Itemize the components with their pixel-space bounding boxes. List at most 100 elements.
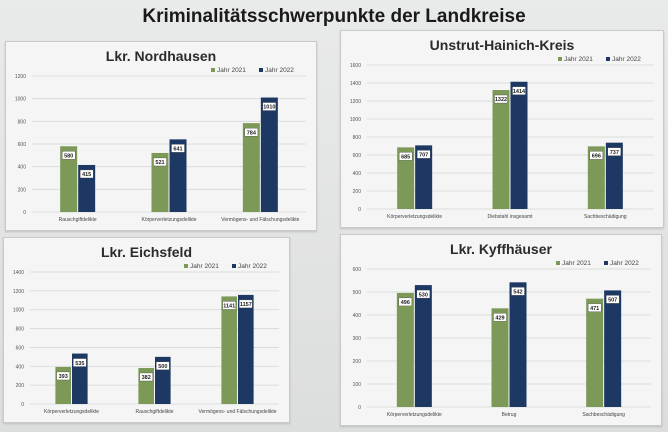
y-tick-label: 200 (18, 187, 27, 193)
y-tick-label: 100 (353, 382, 362, 388)
data-label-box (511, 287, 525, 296)
data-label-box (139, 372, 153, 382)
data-label: 641 (173, 147, 182, 153)
legend-swatch (556, 261, 560, 265)
data-label: 707 (419, 153, 428, 159)
y-tick-label: 400 (18, 165, 27, 171)
bar (414, 285, 432, 407)
data-label: 1157 (240, 302, 252, 308)
chart-title: Lkr. Kyffhäuser (450, 241, 552, 257)
category-label: Vermögens- und Fälschungsdelikte (221, 217, 299, 223)
data-label: 415 (82, 172, 91, 178)
category-label: Körperverletzungsdelikte (141, 217, 196, 223)
legend-swatch (606, 57, 610, 61)
y-tick-label: 0 (358, 207, 361, 213)
data-label-box (153, 157, 167, 167)
data-label: 1010 (263, 105, 275, 111)
y-tick-label: 0 (358, 405, 361, 411)
category-label: Körperverletzungsdelikte (387, 412, 442, 418)
legend-label: Jahr 2021 (190, 263, 219, 270)
data-label-box (417, 150, 431, 159)
data-label-box (62, 151, 76, 160)
data-label-box (262, 102, 276, 111)
y-tick-label: 800 (16, 327, 25, 333)
chart-svg: 0 200 400 600 800 1000 1200 Jahr 2021 Jahr 2022 5… (15, 67, 306, 223)
category-label: Sachbeschädigung (582, 412, 625, 418)
category-label: Sachbeschädigung (584, 214, 627, 220)
legend-swatch (558, 57, 562, 61)
bar (605, 142, 623, 209)
y-tick-label: 300 (353, 336, 362, 342)
data-label-box (80, 169, 94, 179)
data-label: 507 (608, 298, 617, 304)
legend-label: Jahr 2021 (217, 67, 246, 74)
legend-label: Jahr 2022 (612, 56, 641, 63)
legend-label: Jahr 2022 (610, 260, 639, 267)
bar (396, 292, 414, 407)
legend-label: Jahr 2022 (265, 67, 294, 74)
data-label-box (73, 358, 87, 367)
data-label: 1322 (495, 97, 507, 103)
legend-swatch (184, 264, 188, 268)
legend-label: Jahr 2022 (238, 263, 267, 270)
y-tick-label: 1400 (13, 270, 24, 276)
chart-title: Unstrut-Hainich-Kreis (429, 37, 575, 53)
legend-swatch (232, 264, 236, 268)
data-label-box (416, 289, 430, 299)
data-label: 737 (610, 150, 619, 156)
data-label: 521 (155, 160, 164, 166)
category-label: Betrug (502, 412, 517, 418)
data-label: 542 (513, 290, 522, 296)
category-label: Vermögens- und Fälschungsdelikte (198, 409, 276, 415)
category-label: Diebstahl insgesamt (487, 214, 533, 220)
bar (242, 123, 260, 212)
data-label: 580 (64, 153, 73, 159)
data-label: 685 (401, 155, 410, 161)
y-tick-label: 1000 (13, 308, 24, 314)
data-label: 500 (158, 364, 167, 370)
data-label: 784 (247, 130, 257, 136)
data-label-box (222, 301, 236, 310)
y-tick-label: 1000 (350, 117, 361, 123)
y-tick-label: 1200 (15, 74, 26, 80)
chart-kyffhaeuser: Lkr. Kyffhäuser 0 100 200 300 400 500 600 Jahr 2… (340, 234, 662, 426)
data-label-box (171, 144, 185, 153)
data-label: 382 (142, 375, 151, 381)
chart-eichsfeld: Lkr. Eichsfeld 0 200 400 600 800 1000 1200 1400 J… (3, 237, 290, 423)
y-tick-label: 1200 (350, 99, 361, 105)
data-label-box (494, 94, 508, 104)
category-label: Körperverletzungsdelikte (387, 214, 442, 220)
data-label-box (606, 295, 620, 304)
bar (415, 145, 433, 209)
data-label-box (512, 86, 526, 95)
y-tick-label: 1600 (350, 63, 361, 69)
y-tick-label: 1400 (350, 81, 361, 87)
data-label: 696 (592, 154, 601, 160)
data-label-box (493, 313, 507, 322)
bar (60, 146, 78, 212)
y-tick-label: 400 (16, 364, 25, 370)
y-tick-label: 1200 (13, 289, 24, 295)
slide-title: Kriminalitätsschwerpunkte der Landkreise (142, 6, 526, 27)
data-label: 530 (419, 292, 428, 298)
chart-unstrut-hainich: Unstrut-Hainich-Kreis 0 200 400 600 800 1000 12… (340, 30, 664, 228)
data-label-box (156, 361, 170, 371)
data-label: 393 (59, 374, 68, 380)
bar (586, 298, 604, 407)
legend-swatch (259, 68, 263, 72)
data-label-box (239, 299, 253, 309)
data-label-box (588, 303, 602, 312)
chart-svg: 0 200 400 600 800 1000 1200 1400 Jahr 2021 Jahr 2… (13, 263, 279, 415)
category-label: Rauschgiftdelikte (135, 409, 173, 415)
bar (169, 139, 187, 212)
data-label-box (398, 297, 412, 307)
chart-title: Lkr. Eichsfeld (100, 244, 193, 260)
bar (151, 152, 169, 212)
y-tick-label: 200 (16, 383, 25, 389)
y-tick-label: 800 (18, 119, 27, 125)
y-tick-label: 0 (23, 210, 26, 216)
data-label-box (589, 151, 603, 160)
chart-svg: 0 100 200 300 400 500 600 Jahr 2021 Jahr 2022 496… (353, 260, 651, 418)
y-tick-label: 600 (18, 142, 27, 148)
y-tick-label: 600 (353, 267, 362, 273)
